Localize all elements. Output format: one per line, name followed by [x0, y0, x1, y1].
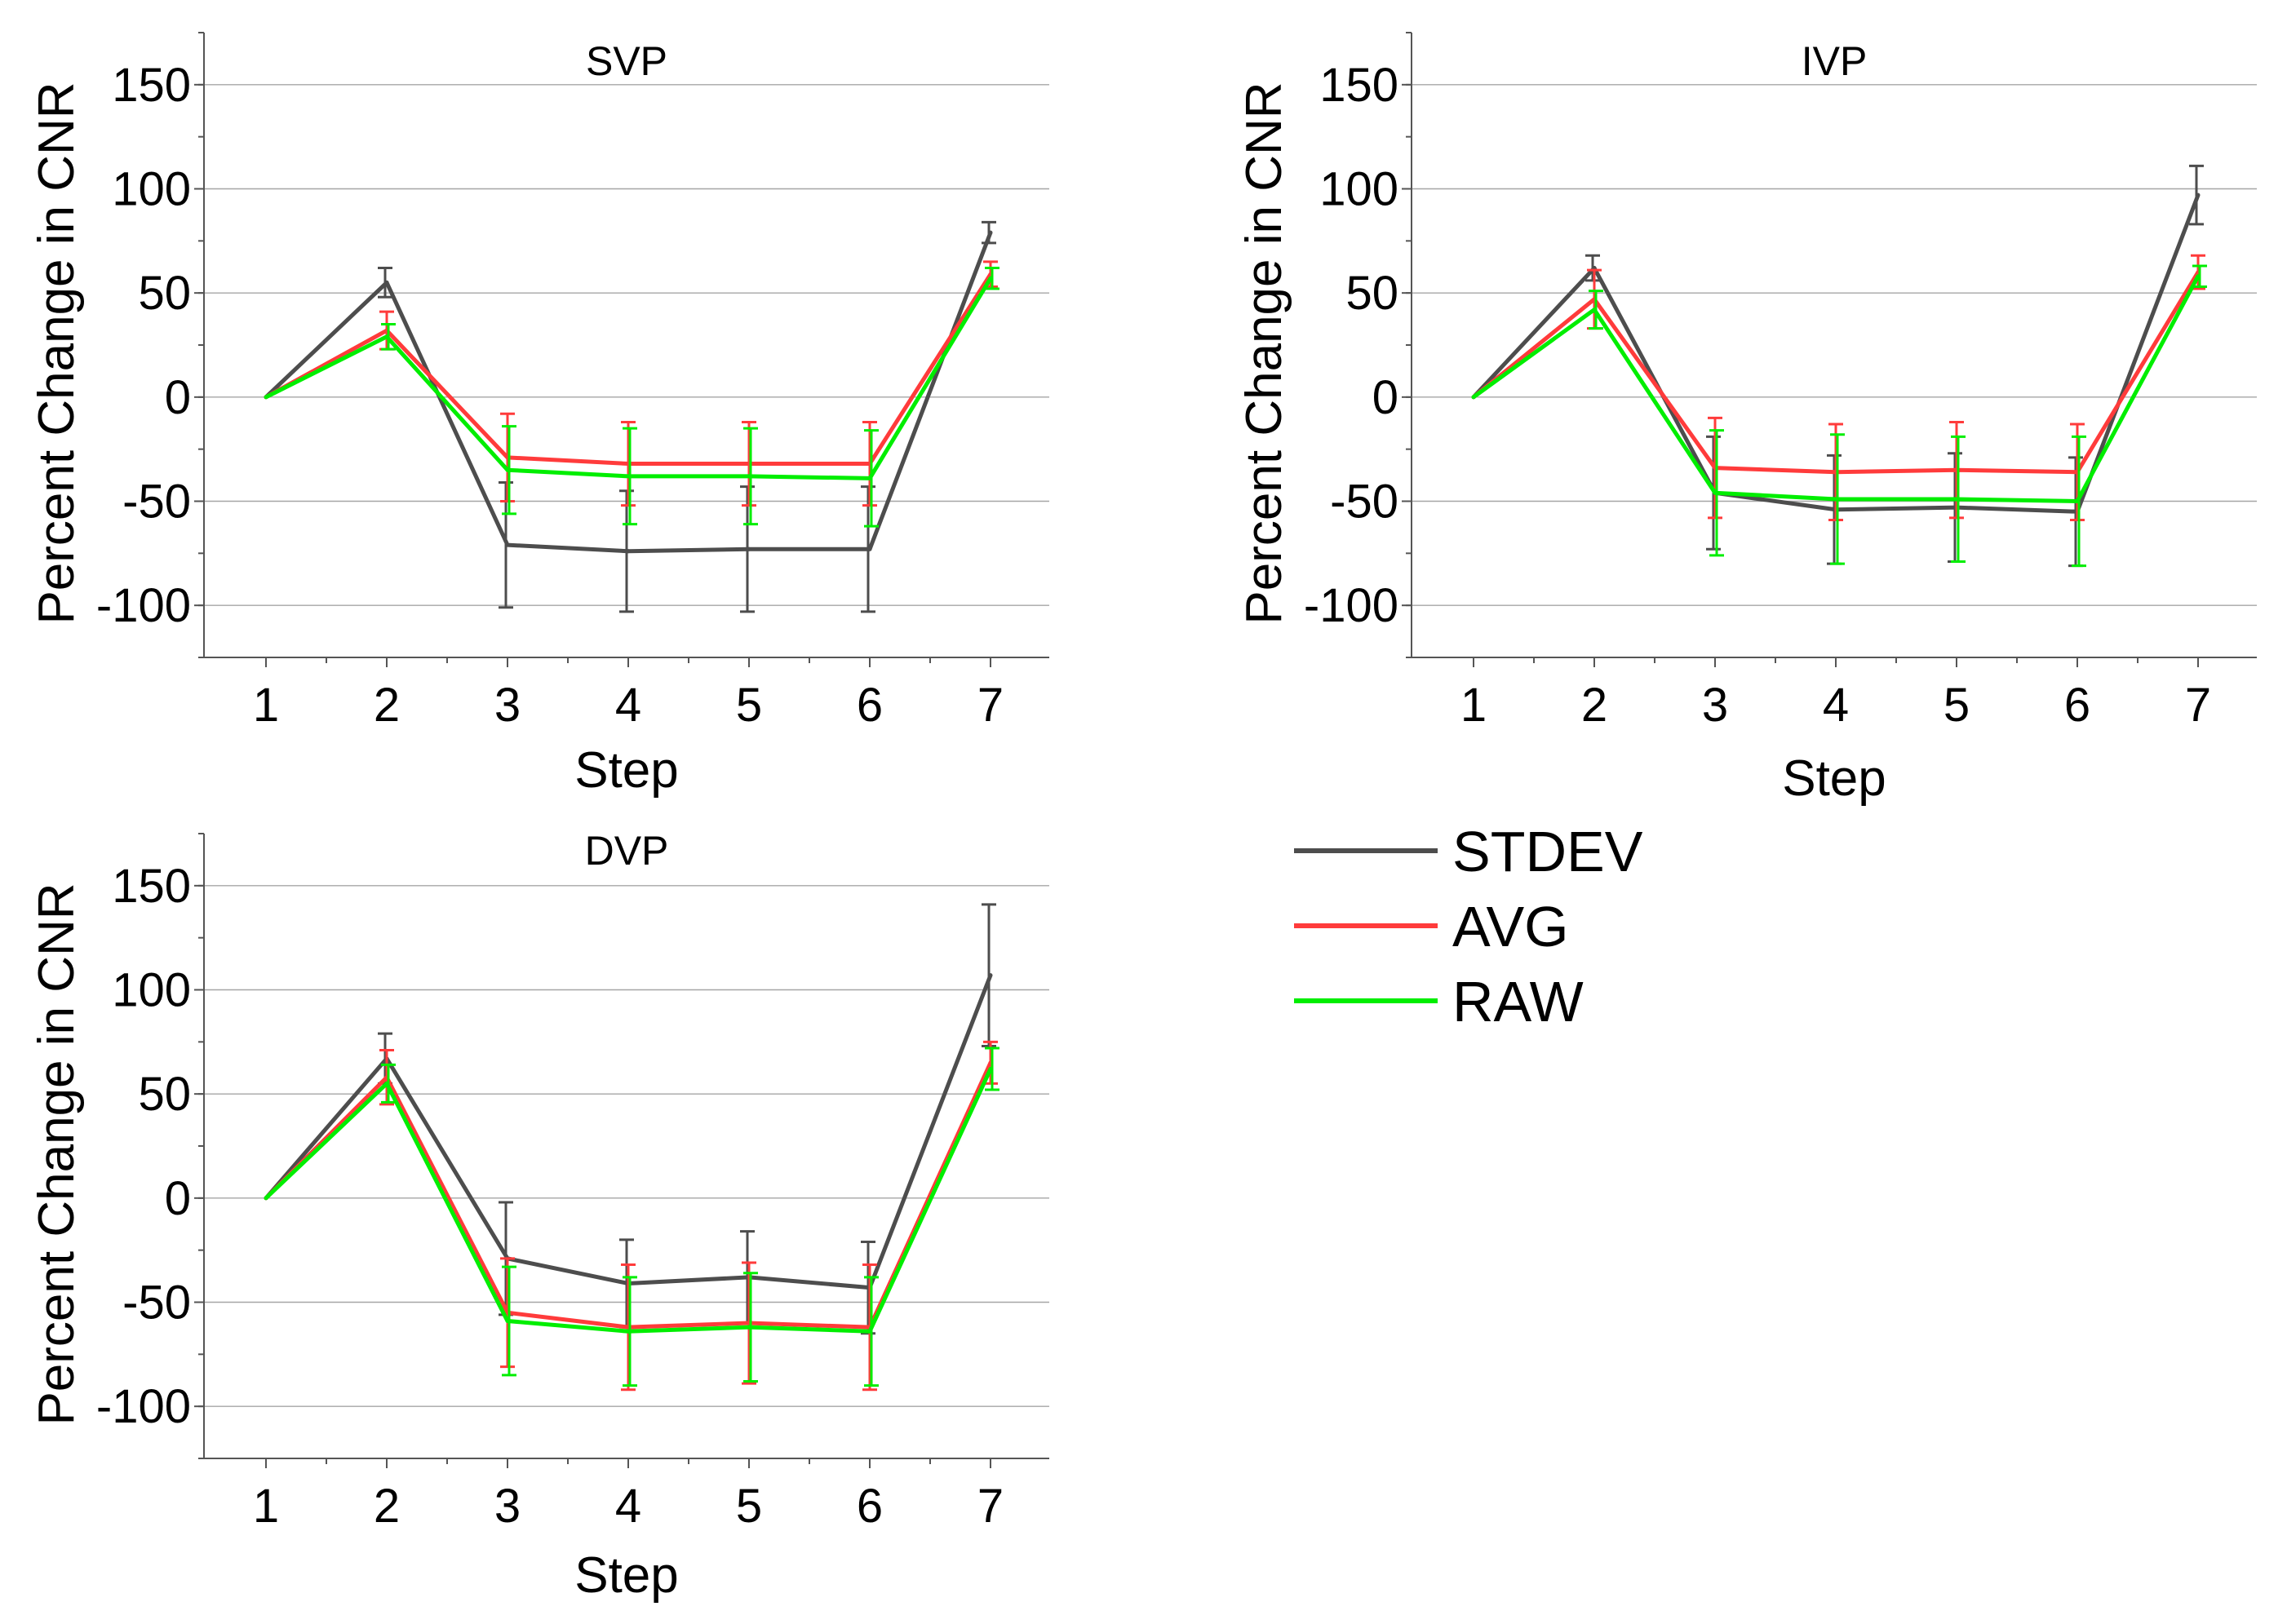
series-raw — [1471, 264, 2207, 568]
data-point — [2196, 192, 2201, 197]
legend-label-raw: RAW — [1452, 970, 1584, 1033]
series-stdev — [264, 220, 996, 613]
data-point — [988, 973, 993, 978]
y-tick-label: -50 — [122, 1277, 191, 1330]
series-avg — [264, 260, 998, 507]
x-axis-label: Step — [1782, 750, 1886, 807]
x-tick-label: 4 — [615, 1480, 641, 1533]
data-point — [747, 546, 751, 551]
x-tick-label: 5 — [736, 1480, 762, 1533]
data-point — [867, 1329, 872, 1334]
data-point — [2075, 499, 2080, 503]
x-tick-label: 1 — [1460, 679, 1487, 732]
data-point — [2196, 274, 2201, 279]
y-tick-label: 50 — [1345, 267, 1398, 320]
data-point — [264, 395, 268, 400]
y-tick-label: 0 — [165, 371, 191, 424]
data-point — [626, 474, 631, 479]
legend-label-avg: AVG — [1452, 895, 1569, 958]
x-tick-label: 5 — [736, 679, 762, 732]
x-tick-label: 1 — [253, 1480, 279, 1533]
data-point — [264, 1196, 268, 1201]
x-tick-label: 6 — [857, 1480, 883, 1533]
y-tick-label: 150 — [1319, 59, 1398, 112]
y-tick-label: -100 — [96, 579, 191, 632]
x-tick-label: 4 — [1823, 679, 1849, 732]
data-point — [988, 230, 993, 235]
data-point — [867, 476, 872, 480]
x-tick-label: 2 — [1581, 679, 1607, 732]
x-tick-label: 6 — [2064, 679, 2090, 732]
x-tick-label: 3 — [494, 1480, 521, 1533]
data-point — [747, 1325, 751, 1330]
y-tick-label: 100 — [112, 964, 191, 1017]
y-axis-label: Percent Change in CNR — [29, 82, 85, 624]
data-point — [626, 549, 631, 554]
x-tick-label: 2 — [374, 1480, 400, 1533]
panel-dvp: -100 -50 0 50 100 150 1 2 3 4 5 6 7 DVP Step Percent Ch… — [29, 828, 1049, 1604]
data-point — [1833, 497, 1838, 502]
x-tick-label: 1 — [253, 679, 279, 732]
data-point — [867, 546, 872, 551]
panel-svp: -100 -50 0 50 100 150 1 2 3 4 5 6 7 SVP Step Percent Ch… — [29, 32, 1049, 799]
data-point — [626, 1329, 631, 1334]
y-tick-label: -50 — [1330, 476, 1398, 529]
x-tick-label: 3 — [494, 679, 521, 732]
x-tick-label: 7 — [2185, 679, 2211, 732]
y-tick-label: 0 — [1372, 371, 1398, 424]
y-tick-label: 100 — [112, 163, 191, 216]
y-tick-label: 50 — [138, 267, 191, 320]
data-point — [988, 276, 993, 281]
series-avg — [1471, 254, 2205, 521]
data-point — [505, 1318, 510, 1323]
x-tick-label: 7 — [977, 1480, 1004, 1533]
data-point — [505, 467, 510, 472]
x-tick-label: 5 — [1944, 679, 1970, 732]
data-point — [505, 542, 510, 547]
panel-title: SVP — [586, 38, 667, 84]
data-point — [1713, 490, 1717, 495]
legend-label-stdev: STDEV — [1452, 820, 1643, 883]
y-tick-label: 150 — [112, 59, 191, 112]
series-stdev — [264, 903, 996, 1335]
x-tick-label: 3 — [1702, 679, 1728, 732]
panel-title: DVP — [585, 828, 669, 874]
data-point — [384, 280, 389, 285]
panel-title: IVP — [1802, 38, 1868, 84]
y-tick-label: -100 — [96, 1380, 191, 1433]
x-tick-label: 4 — [615, 679, 641, 732]
y-tick-label: 50 — [138, 1068, 191, 1121]
y-axis-label: Percent Change in CNR — [1236, 82, 1292, 624]
data-point — [384, 1081, 389, 1086]
y-tick-label: 0 — [165, 1172, 191, 1225]
x-axis-label: Step — [574, 1547, 679, 1604]
y-tick-label: -50 — [122, 476, 191, 529]
x-axis-label: Step — [574, 742, 679, 799]
y-tick-label: 150 — [112, 860, 191, 913]
data-point — [1471, 395, 1476, 400]
x-tick-label: 2 — [374, 679, 400, 732]
data-point — [1954, 497, 1959, 502]
x-tick-label: 7 — [977, 679, 1004, 732]
data-point — [1592, 308, 1597, 312]
data-point — [988, 1067, 993, 1072]
series-raw — [264, 1047, 999, 1387]
y-tick-label: -100 — [1304, 579, 1398, 632]
y-tick-label: 100 — [1319, 163, 1398, 216]
series-raw — [264, 267, 999, 528]
data-point — [384, 334, 389, 339]
panel-ivp: -100 -50 0 50 100 150 1 2 3 4 5 6 7 IVP Step Percent Ch… — [1236, 32, 2257, 807]
legend: STDEV AVG RAW — [1294, 820, 1643, 1033]
x-tick-label: 6 — [857, 679, 883, 732]
data-point — [747, 474, 751, 479]
y-axis-label: Percent Change in CNR — [29, 883, 85, 1425]
